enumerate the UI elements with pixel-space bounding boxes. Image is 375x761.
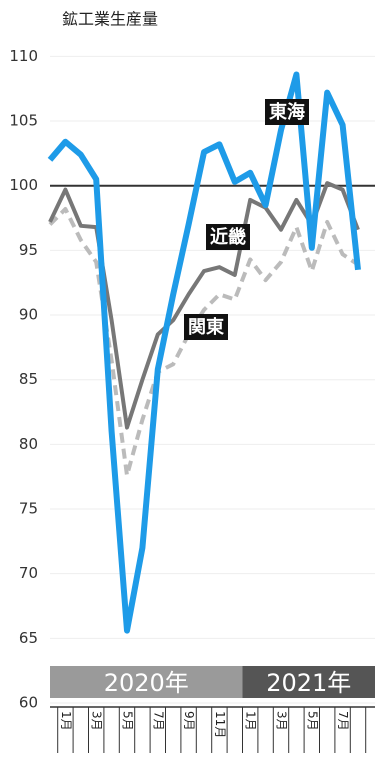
y-tick-label: 95 [19, 241, 38, 259]
y-tick-label: 75 [19, 500, 38, 518]
x-tick-label: 9月 [182, 711, 196, 731]
y-tick-label: 60 [19, 694, 38, 712]
y-tick-label: 65 [19, 629, 38, 647]
y-tick-label: 110 [9, 47, 38, 65]
y-tick-label: 85 [19, 370, 38, 388]
x-tick-label: 5月 [121, 711, 135, 731]
x-tick-label: 3月 [90, 711, 104, 731]
y-tick-label: 80 [19, 435, 38, 453]
y-tick-label: 100 [9, 176, 38, 194]
series-label-box [206, 224, 250, 250]
series-label-box [184, 314, 228, 340]
y-tick-label: 90 [19, 306, 38, 324]
series-label-box [265, 99, 309, 125]
series-label: 関東 [188, 316, 224, 338]
x-tick-label: 11月 [213, 711, 227, 738]
x-tick-label: 5月 [305, 711, 319, 731]
x-tick-label: 3月 [275, 711, 289, 731]
series-line [47, 71, 361, 634]
y-tick-label: 105 [9, 112, 38, 130]
y-tick-label: 70 [19, 564, 38, 582]
year-band [242, 666, 375, 698]
series-label: 近畿 [210, 226, 246, 248]
year-label: 2020年 [104, 669, 189, 697]
x-tick-label: 1月 [59, 711, 73, 731]
series-label: 東海 [269, 101, 305, 123]
x-tick-label: 7月 [151, 711, 165, 731]
year-band [50, 666, 243, 698]
x-tick-label: 1月 [244, 711, 258, 731]
x-tick-label: 7月 [336, 711, 350, 731]
chart-title: 鉱工業生産量 [62, 10, 158, 29]
year-label: 2021年 [266, 669, 351, 697]
